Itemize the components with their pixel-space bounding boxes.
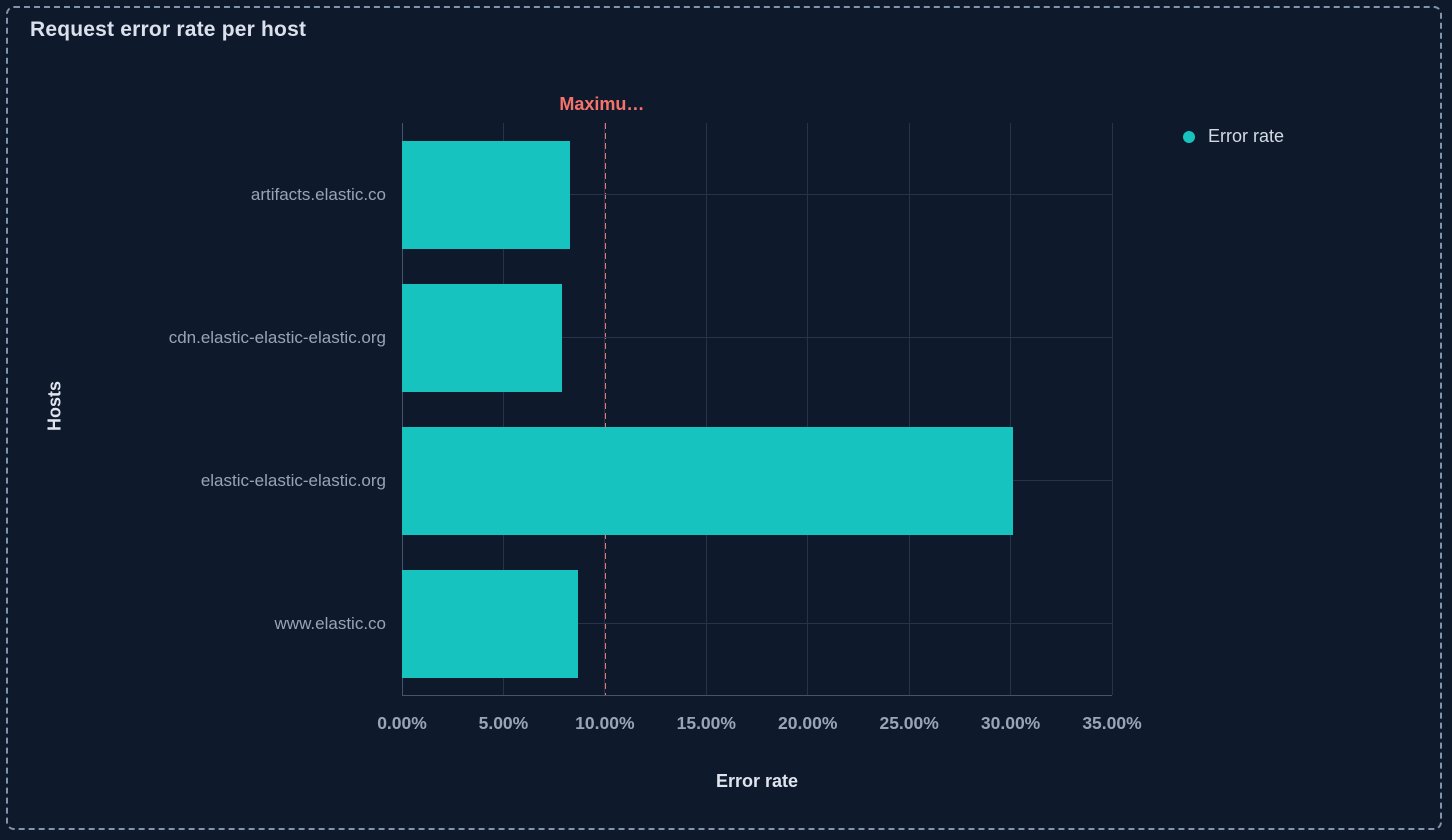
- x-tick-label: 0.00%: [377, 713, 427, 733]
- threshold-annotation-label: Maximu…: [559, 94, 645, 114]
- x-tick-label: 20.00%: [778, 713, 838, 733]
- y-tick-label: elastic-elastic-elastic.org: [200, 470, 386, 490]
- chart-legend: Error rate: [1183, 126, 1284, 147]
- chart-plot-area: [401, 123, 1113, 696]
- x-tick-label: 10.00%: [575, 713, 635, 733]
- horizontal-gridline: [402, 337, 1112, 338]
- bar-elastic-elastic-elastic.org[interactable]: [402, 426, 1013, 535]
- bar-artifacts.elastic.co[interactable]: [402, 140, 571, 249]
- x-tick-label: 35.00%: [1082, 713, 1142, 733]
- vertical-gridline: [604, 123, 606, 695]
- bar-www.elastic.co[interactable]: [402, 569, 579, 678]
- legend-item-error-rate[interactable]: Error rate: [1183, 126, 1284, 147]
- y-tick-label: artifacts.elastic.co: [250, 184, 386, 204]
- x-tick-label: 15.00%: [676, 713, 736, 733]
- vertical-gridline: [1010, 123, 1012, 695]
- y-axis-line: [401, 123, 403, 695]
- horizontal-gridline: [402, 623, 1112, 624]
- vertical-gridline: [807, 123, 809, 695]
- x-axis-line: [402, 695, 1112, 696]
- legend-item-label: Error rate: [1208, 126, 1285, 146]
- horizontal-gridline: [402, 194, 1112, 195]
- vertical-gridline: [1111, 123, 1113, 695]
- x-tick-label: 25.00%: [879, 713, 939, 733]
- vertical-gridline: [908, 123, 910, 695]
- bar-cdn.elastic-elastic-elastic.org[interactable]: [402, 283, 563, 392]
- legend-color-dot-icon: [1183, 130, 1195, 143]
- y-tick-label: cdn.elastic-elastic-elastic.org: [168, 327, 386, 347]
- vertical-gridline: [502, 123, 504, 695]
- y-axis-title: Hosts: [44, 380, 65, 432]
- x-tick-label: 30.00%: [980, 713, 1041, 733]
- panel-title: Request error rate per host: [30, 18, 307, 41]
- y-tick-label: www.elastic.co: [274, 613, 386, 633]
- x-tick-label: 5.00%: [478, 713, 529, 733]
- x-axis-title: Error rate: [715, 771, 799, 791]
- vertical-gridline: [705, 123, 707, 695]
